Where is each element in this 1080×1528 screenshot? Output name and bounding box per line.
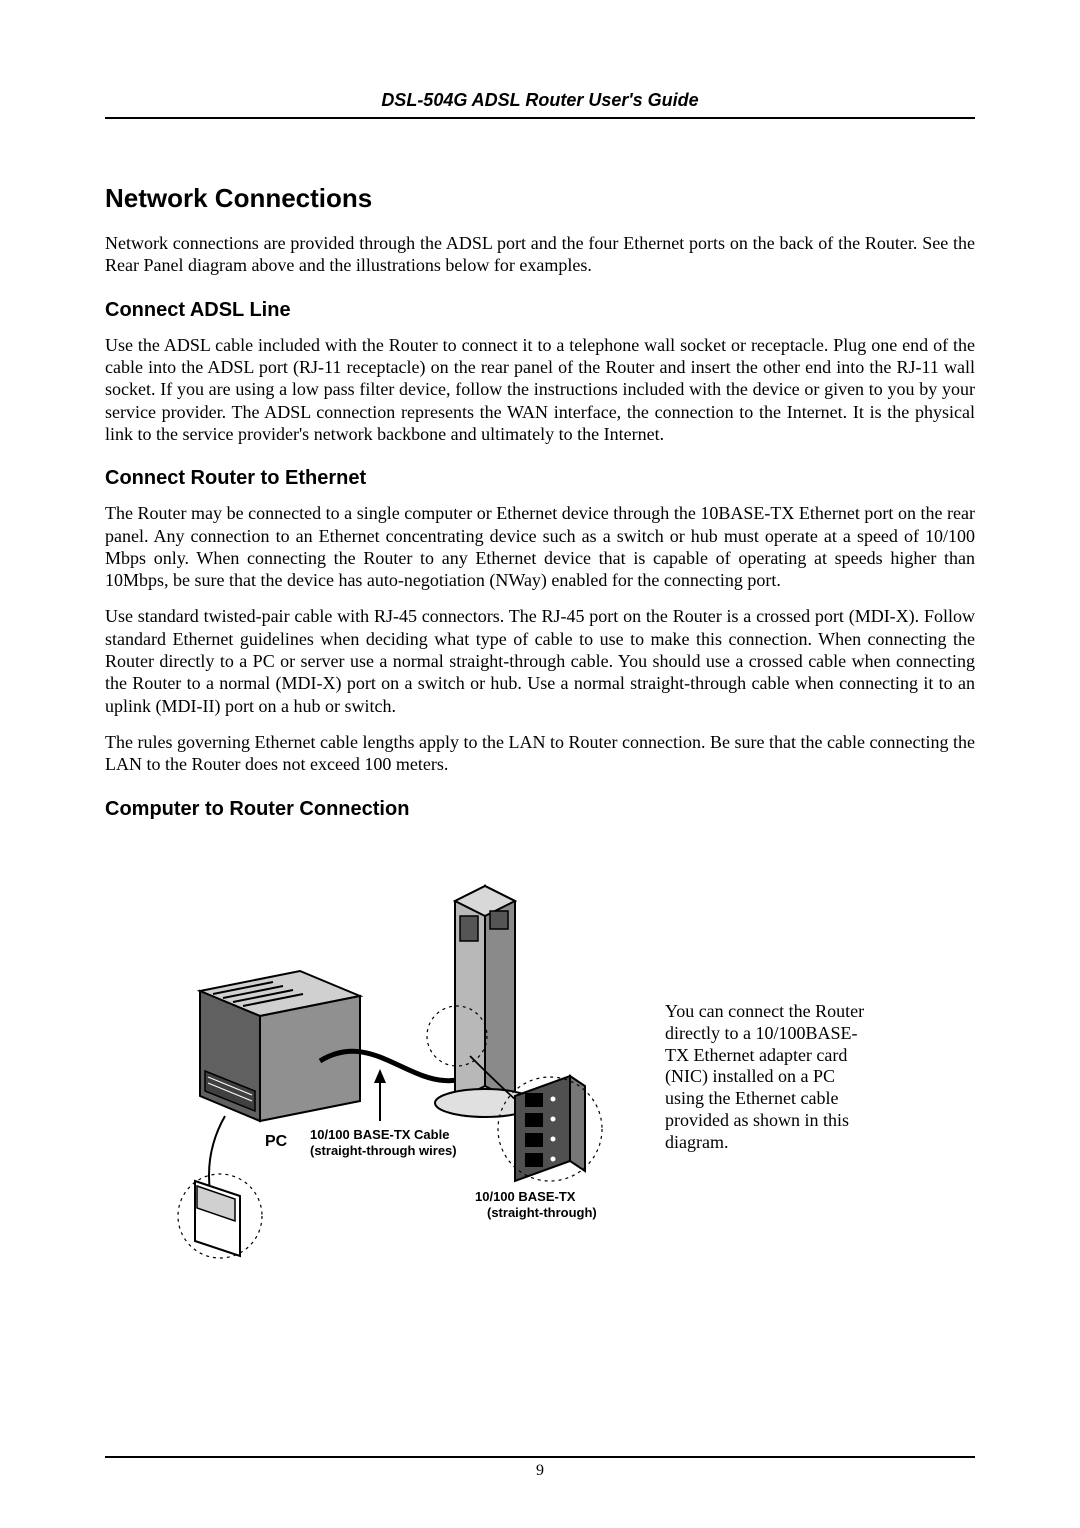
diagram-side-text: You can connect the Router directly to a… <box>665 861 875 1155</box>
ethernet-p3: The rules governing Ethernet cable lengt… <box>105 731 975 776</box>
ethernet-p2: Use standard twisted-pair cable with RJ-… <box>105 605 975 717</box>
section-heading-adsl: Connect ADSL Line <box>105 299 975 322</box>
page-number: 9 <box>105 1462 975 1480</box>
connection-diagram: PC 10/100 BASE-TX Cable (straight-throug… <box>105 861 625 1286</box>
router-ports-closeup-icon <box>470 1056 602 1181</box>
adsl-body: Use the ADSL cable included with the Rou… <box>105 334 975 446</box>
header-title: DSL-504G ADSL Router User's Guide <box>105 90 975 117</box>
cable-label-line1: 10/100 BASE-TX Cable <box>310 1127 449 1142</box>
cable-label-line2: (straight-through wires) <box>310 1143 457 1158</box>
pc-tower-icon <box>200 971 360 1121</box>
section-heading-ethernet: Connect Router to Ethernet <box>105 467 975 490</box>
document-page: DSL-504G ADSL Router User's Guide Networ… <box>0 0 1080 1528</box>
section-heading-computer-router: Computer to Router Connection <box>105 798 975 821</box>
router-port-label-line2: (straight-through) <box>487 1205 597 1220</box>
pc-label: PC <box>265 1133 288 1150</box>
ethernet-p1: The Router may be connected to a single … <box>105 502 975 591</box>
footer-rule <box>105 1456 975 1458</box>
cable-label-arrowhead <box>374 1069 386 1083</box>
section-heading-network-connections: Network Connections <box>105 183 975 214</box>
diagram-section: PC 10/100 BASE-TX Cable (straight-throug… <box>105 861 975 1286</box>
nic-card-icon <box>178 1116 262 1258</box>
router-port-label-line1: 10/100 BASE-TX <box>475 1189 576 1204</box>
intro-paragraph: Network connections are provided through… <box>105 232 975 277</box>
page-footer: 9 <box>105 1456 975 1480</box>
header-rule <box>105 117 975 119</box>
